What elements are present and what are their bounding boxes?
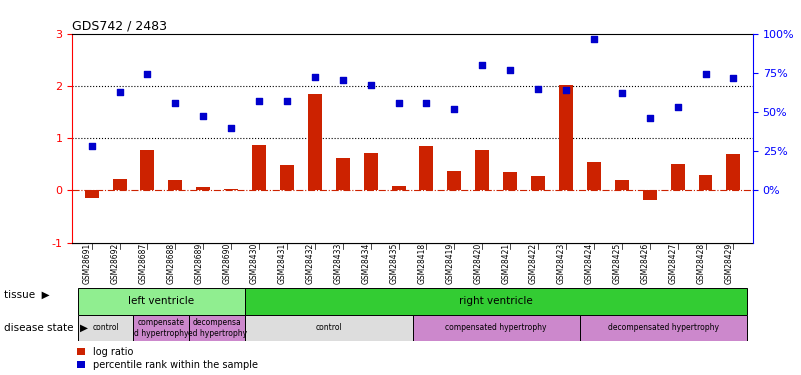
Point (364, 82, 377, 88)
Text: GSM28418: GSM28418 (417, 243, 426, 284)
Text: compensate
d hypertrophy: compensate d hypertrophy (134, 318, 188, 338)
Point (225, 125, 238, 131)
Bar (245, 315, 413, 341)
Point (336, 76, 349, 82)
Text: GSM28692: GSM28692 (111, 243, 119, 284)
Text: GSM28426: GSM28426 (641, 243, 650, 284)
Bar (615, 180, 629, 190)
Bar (413, 315, 580, 341)
Point (699, 72, 712, 78)
Bar (78, 315, 134, 341)
Point (141, 72, 154, 78)
Bar (642, 190, 657, 200)
Text: GSM28427: GSM28427 (669, 243, 678, 284)
Text: left ventricle: left ventricle (128, 296, 195, 306)
Text: GSM28688: GSM28688 (167, 243, 175, 284)
Text: GSM28435: GSM28435 (389, 243, 399, 284)
Point (504, 67, 517, 73)
Text: GSM28689: GSM28689 (194, 243, 203, 284)
Bar (580, 315, 747, 341)
Bar (698, 175, 712, 190)
Text: GSM28422: GSM28422 (529, 243, 538, 284)
Bar (134, 315, 189, 341)
Text: GDS742 / 2483: GDS742 / 2483 (72, 20, 167, 33)
Text: decompensated hypertrophy: decompensated hypertrophy (608, 324, 719, 333)
Text: GSM28419: GSM28419 (445, 243, 454, 284)
Text: decompensa
ed hypertrophy: decompensa ed hypertrophy (187, 318, 247, 338)
Text: GSM28432: GSM28432 (306, 243, 315, 284)
Text: control: control (316, 324, 342, 333)
Bar (727, 154, 740, 190)
Point (420, 100, 433, 106)
Text: GSM28423: GSM28423 (557, 243, 566, 284)
Text: right ventricle: right ventricle (459, 296, 533, 306)
Text: GSM28421: GSM28421 (501, 243, 510, 284)
Text: GSM28691: GSM28691 (83, 243, 91, 284)
Text: GSM28687: GSM28687 (139, 243, 147, 284)
Text: GSM28428: GSM28428 (697, 243, 706, 284)
Point (308, 74, 321, 80)
Text: GSM28430: GSM28430 (250, 243, 259, 284)
Point (169, 100, 182, 106)
Bar (140, 150, 155, 190)
Bar (448, 171, 461, 190)
Bar (245, 288, 747, 315)
Text: control: control (92, 324, 119, 333)
Text: GSM28433: GSM28433 (334, 243, 343, 284)
Point (587, 36, 600, 42)
Point (85, 143, 98, 149)
Point (252, 98, 265, 104)
Bar (189, 315, 245, 341)
Bar (113, 179, 127, 190)
Bar (531, 176, 545, 190)
Bar (168, 180, 183, 190)
Bar (252, 145, 266, 190)
Text: GSM28690: GSM28690 (222, 243, 231, 284)
Bar (475, 150, 489, 190)
Bar (78, 288, 245, 315)
Text: GSM28429: GSM28429 (724, 243, 734, 284)
Bar (420, 146, 433, 190)
Point (113, 89, 126, 95)
Text: GSM28434: GSM28434 (362, 243, 371, 284)
Point (560, 87, 573, 93)
Bar (587, 162, 601, 190)
Text: GSM28431: GSM28431 (278, 243, 287, 284)
Text: disease state  ▶: disease state ▶ (4, 323, 88, 333)
Bar (336, 158, 350, 190)
Text: GSM28424: GSM28424 (585, 243, 594, 284)
Point (671, 104, 684, 110)
Text: GSM28420: GSM28420 (473, 243, 482, 284)
Point (197, 113, 210, 119)
Bar (224, 189, 238, 190)
Text: compensated hypertrophy: compensated hypertrophy (445, 324, 547, 333)
Point (615, 90, 628, 96)
Bar (364, 153, 377, 190)
Point (280, 98, 293, 104)
Point (643, 116, 656, 122)
Point (448, 106, 461, 112)
Point (476, 62, 489, 68)
Legend: log ratio, percentile rank within the sample: log ratio, percentile rank within the sa… (77, 347, 257, 370)
Bar (196, 187, 210, 190)
Point (392, 100, 405, 106)
Bar (392, 186, 405, 190)
Bar (280, 165, 294, 190)
Bar (670, 164, 685, 190)
Bar (308, 94, 322, 190)
Bar (559, 86, 573, 190)
Bar (503, 171, 517, 190)
Point (727, 75, 740, 81)
Text: GSM28425: GSM28425 (613, 243, 622, 284)
Point (532, 86, 545, 92)
Text: tissue  ▶: tissue ▶ (4, 290, 50, 299)
Bar (85, 190, 99, 198)
